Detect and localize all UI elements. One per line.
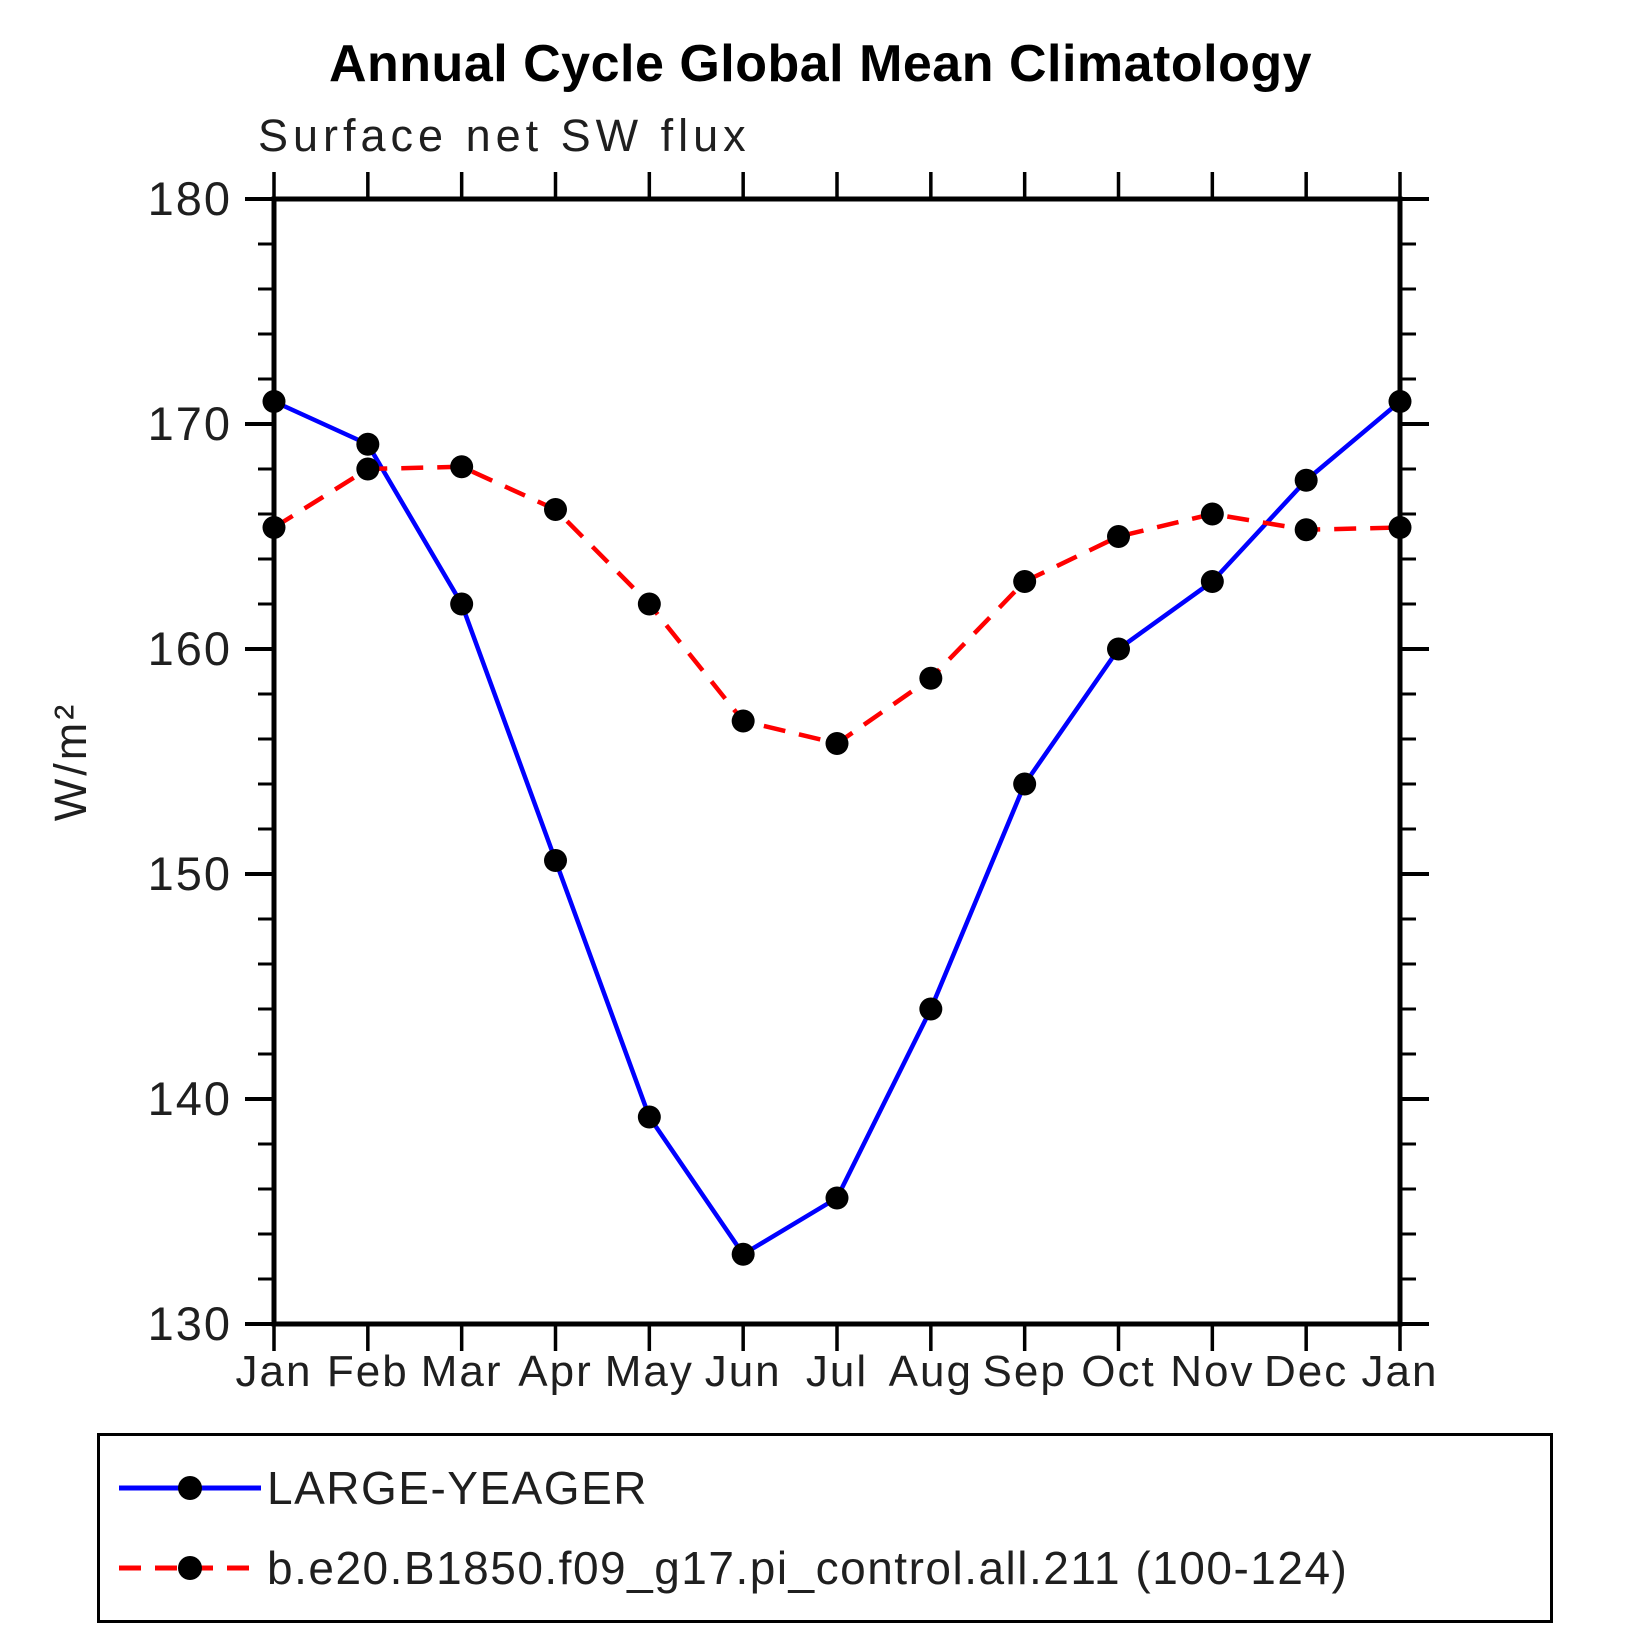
legend-item-model: b.e20.B1850.f09_g17.pi_control.all.211 (… [116,1533,1550,1603]
y-tick-label-140: 140 [148,1072,232,1125]
data-point-marker [919,997,943,1021]
x-tick-label-aug: Aug [889,1347,973,1396]
y-tick-label-150: 150 [148,847,232,900]
legend-swatch-dashed [119,1556,261,1580]
y-axis-label: W/m² [45,702,96,821]
data-point-marker [731,1242,755,1266]
data-point-marker [356,432,380,456]
data-point-marker [1200,502,1224,526]
data-point-marker [1294,468,1318,492]
x-tick-label-sep: Sep [983,1347,1067,1396]
data-point-marker [450,455,474,479]
data-point-marker [1107,525,1130,548]
x-tick-label-dec: Dec [1264,1347,1348,1396]
series-line-large-yeager [273,399,1402,1257]
x-tick-label-jun: Jun [705,1347,782,1396]
legend-swatch-solid [119,1476,261,1500]
data-point-marker [450,592,474,616]
data-point-marker [1107,637,1130,661]
legend-item-large-yeager: LARGE-YEAGER [116,1453,1550,1523]
data-point-marker [262,390,286,413]
data-point-marker [1388,390,1412,413]
y-tick-label-180: 180 [148,172,232,225]
legend-sample-marker [178,1476,202,1500]
legend-label-large-yeager: LARGE-YEAGER [267,1462,648,1514]
x-tick-label-nov: Nov [1170,1347,1254,1396]
x-tick-label-jan: Jan [236,1347,313,1396]
y-tick-label-130: 130 [148,1297,232,1350]
data-point-marker [544,849,567,872]
data-point-marker [356,457,380,481]
x-tick-label-oct: Oct [1081,1347,1155,1396]
x-tick-label-jan: Jan [1362,1347,1439,1396]
chart-subtitle: Surface net SW flux [258,110,751,161]
data-point-marker [544,498,567,521]
data-point-marker [731,709,755,733]
data-point-marker [1013,570,1037,593]
x-tick-label-mar: Mar [421,1347,503,1396]
legend-label-model: b.e20.B1850.f09_g17.pi_control.all.211 (… [267,1542,1349,1594]
legend-sample-marker [178,1556,202,1580]
data-point-marker [637,592,661,616]
y-tick-label-170: 170 [148,397,232,450]
data-point-marker [1200,570,1224,593]
x-tick-label-jul: Jul [806,1347,868,1396]
data-point-marker [919,666,943,690]
chart-title: Annual Cycle Global Mean Climatology [328,35,1313,93]
plot-box [271,196,1403,1327]
x-tick-label-may: May [605,1347,694,1396]
data-point-marker [262,516,286,539]
data-point-marker [1013,772,1037,796]
data-point-marker [637,1105,661,1129]
data-point-marker [825,732,849,755]
y-tick-label-160: 160 [148,622,232,675]
series-line-model [272,464,1401,746]
data-point-marker [1388,516,1412,539]
legend-box: LARGE-YEAGER b.e20.B1850.f09_g17.pi_cont… [97,1433,1553,1623]
x-tick-label-apr: Apr [518,1347,592,1396]
data-point-marker [1294,518,1318,542]
x-tick-label-feb: Feb [327,1347,409,1396]
data-point-marker [825,1186,849,1210]
